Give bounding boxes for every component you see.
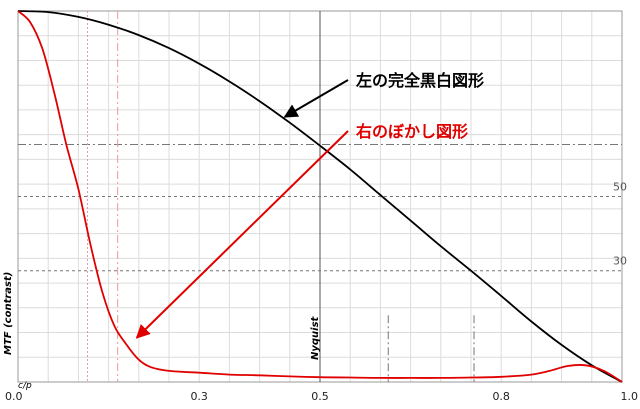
x-tick-label: 0.0: [5, 390, 23, 403]
x-tick-labels: 0.0 0.3 0.5 0.8 1.0: [5, 390, 638, 403]
series-line-red: [17, 10, 623, 383]
reference-lines: [18, 11, 622, 382]
side-label: 30: [613, 255, 627, 268]
x-tick-label: 0.3: [190, 390, 208, 403]
x-unit-label: c/p: [18, 381, 32, 391]
series-layer: [17, 10, 623, 383]
nyquist-label: Nyquist: [310, 315, 321, 360]
annotation-label-black: 左の完全黒白図形: [355, 71, 484, 90]
annotation-arrow-red: [135, 130, 349, 339]
side-labels: 50 30: [613, 181, 627, 268]
x-tick-label: 1.0: [621, 390, 639, 403]
series-line-black: [17, 10, 623, 383]
x-tick-label: 0.8: [492, 390, 510, 403]
annotation-label-red: 右のぼかし図形: [356, 122, 468, 141]
y-axis-label: MTF (contrast): [3, 272, 14, 355]
x-tick-label: 0.5: [311, 390, 329, 403]
side-label: 50: [613, 181, 627, 194]
annotation-arrow-black: [283, 79, 349, 118]
